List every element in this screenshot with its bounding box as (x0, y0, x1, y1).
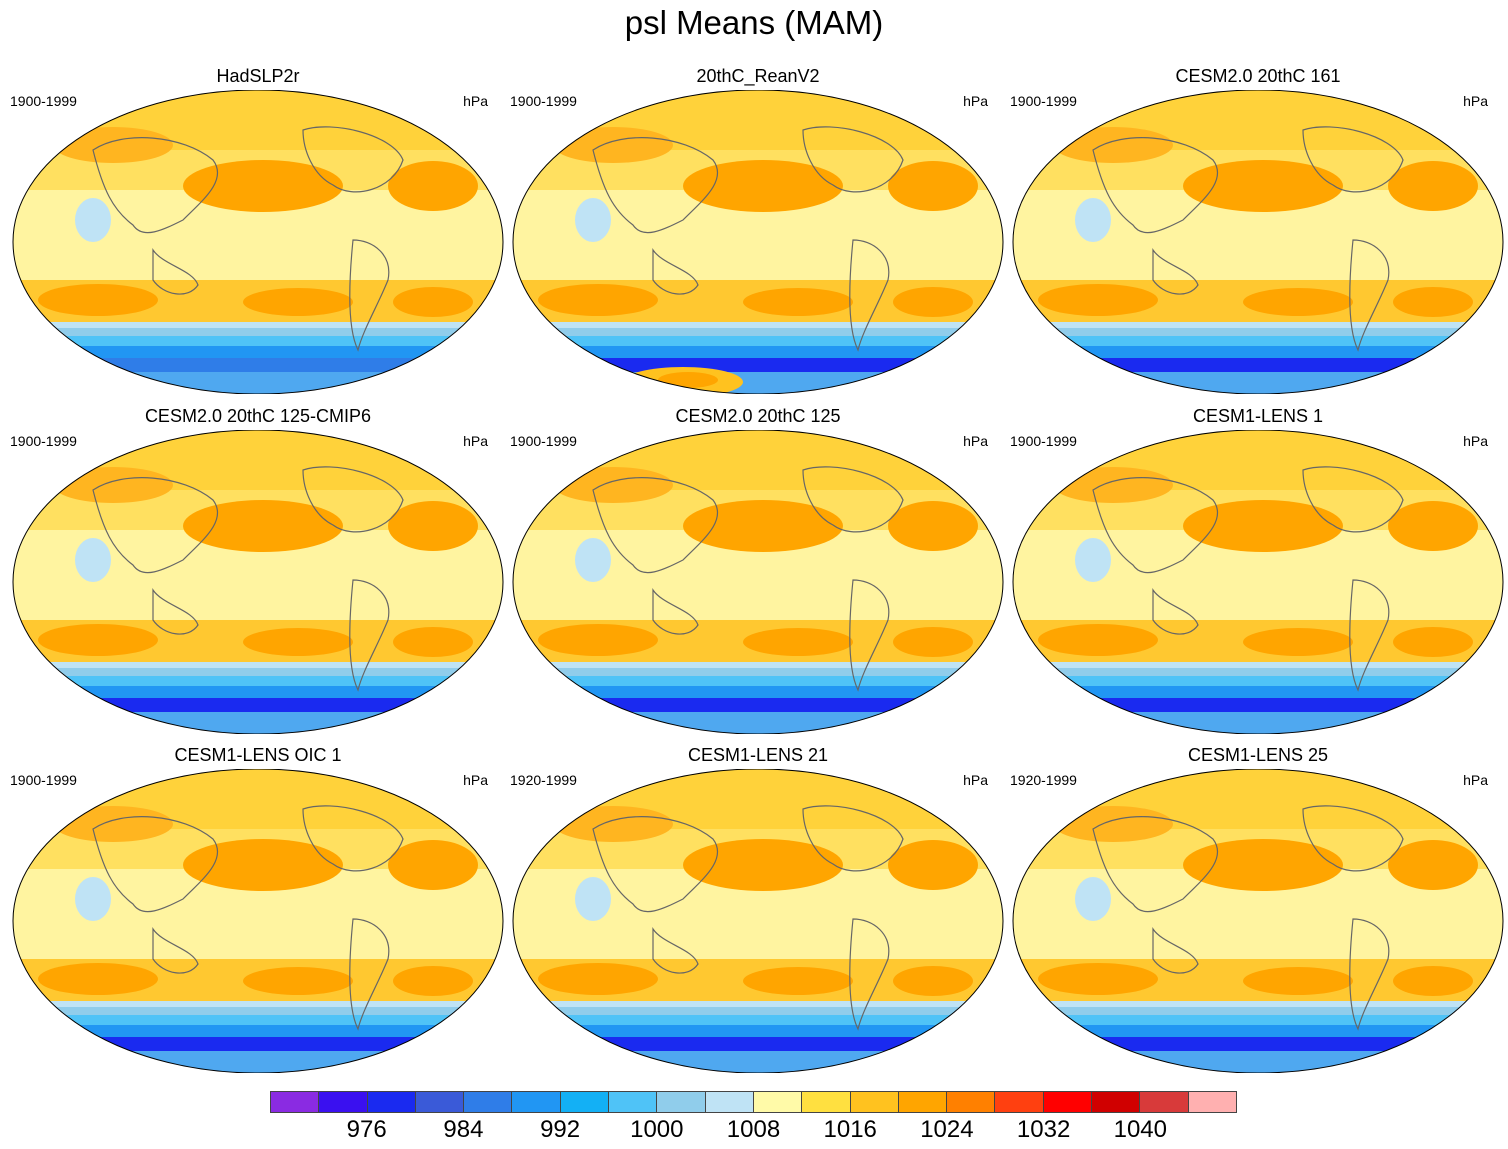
pressure-map (12, 769, 504, 1073)
panel-units: hPa (963, 772, 988, 788)
pressure-map (512, 769, 1004, 1073)
colorbar-swatch (947, 1092, 996, 1112)
panel-units: hPa (1463, 772, 1488, 788)
colorbar-swatch (464, 1092, 513, 1112)
map-panel: CESM1-LENS 21 1920-1999 hPa (508, 745, 1008, 1075)
colorbar (270, 1091, 1237, 1113)
panel-title: CESM1-LENS 1 (1192, 406, 1324, 426)
colorbar-swatch (753, 1092, 803, 1112)
panel-units: hPa (1463, 93, 1488, 109)
panel-title: HadSLP2r (216, 66, 300, 86)
pressure-map (512, 90, 1004, 394)
colorbar-swatch (609, 1092, 658, 1112)
panel-title: CESM2.0 20thC 125 (675, 406, 841, 426)
map-panel: 20thC_ReanV2 1900-1999 hPa (508, 66, 1008, 396)
colorbar-swatch (512, 1092, 561, 1112)
pressure-map (12, 90, 504, 394)
panel-years: 1920-1999 (510, 772, 577, 788)
colorbar-swatch (319, 1092, 368, 1112)
colorbar-swatch (1043, 1092, 1093, 1112)
panel-title: CESM1-LENS OIC 1 (174, 745, 342, 765)
panel-years: 1900-1999 (10, 433, 77, 449)
panel-units: hPa (1463, 433, 1488, 449)
colorbar-swatch (415, 1092, 465, 1112)
panel-units: hPa (463, 433, 488, 449)
colorbar-tick-label: 1040 (1113, 1116, 1167, 1143)
panel-years: 1900-1999 (510, 433, 577, 449)
colorbar-swatch (898, 1092, 948, 1112)
colorbar-swatch (705, 1092, 754, 1112)
colorbar-swatch (657, 1092, 706, 1112)
colorbar-tick-label: 1024 (920, 1116, 974, 1143)
pressure-map (1012, 430, 1504, 734)
panel-years: 1900-1999 (510, 93, 577, 109)
panel-title: CESM2.0 20thC 161 (1175, 66, 1341, 86)
map-panel: HadSLP2r 1900-1999 hPa (8, 66, 508, 396)
pressure-map (1012, 90, 1504, 394)
colorbar-swatch (850, 1092, 899, 1112)
colorbar-tick-label: 1008 (726, 1116, 781, 1143)
colorbar-swatch (1140, 1092, 1189, 1112)
panel-title: CESM1-LENS 25 (1187, 745, 1329, 765)
colorbar-tick-label: 1000 (630, 1116, 684, 1143)
panel-title: 20thC_ReanV2 (696, 66, 820, 86)
panel-units: hPa (963, 433, 988, 449)
map-panel: CESM2.0 20thC 161 1900-1999 hPa (1008, 66, 1508, 396)
colorbar-tick-label: 1016 (823, 1116, 877, 1143)
panel-years: 1900-1999 (1010, 433, 1077, 449)
panel-years: 1900-1999 (10, 772, 77, 788)
colorbar-labels: 976 984 992 1000 1008 1016 1024 1032 1040 (270, 1116, 1237, 1148)
colorbar-tick-label: 992 (540, 1116, 581, 1143)
colorbar-swatch (560, 1092, 610, 1112)
panel-title: CESM2.0 20thC 125-CMIP6 (144, 406, 372, 426)
colorbar-tick-label: 976 (346, 1116, 387, 1143)
panel-years: 1900-1999 (10, 93, 77, 109)
pressure-map (12, 430, 504, 734)
colorbar-swatch (271, 1092, 320, 1112)
pressure-map (1012, 769, 1504, 1073)
figure-title: psl Means (MAM) (624, 4, 884, 41)
panel-years: 1920-1999 (1010, 772, 1077, 788)
panel-years: 1900-1999 (1010, 93, 1077, 109)
map-panel: CESM1-LENS 25 1920-1999 hPa (1008, 745, 1508, 1075)
pressure-map (512, 430, 1004, 734)
colorbar-swatch (1188, 1092, 1236, 1112)
map-panel: CESM2.0 20thC 125-CMIP6 1900-1999 hPa (8, 406, 508, 736)
colorbar-swatch (1092, 1092, 1141, 1112)
panel-units: hPa (963, 93, 988, 109)
colorbar-tick-label: 1032 (1016, 1116, 1071, 1143)
map-panel: CESM1-LENS OIC 1 1900-1999 hPa (8, 745, 508, 1075)
panel-units: hPa (463, 93, 488, 109)
panel-title: CESM1-LENS 21 (687, 745, 829, 765)
colorbar-swatch (367, 1092, 416, 1112)
map-panel: CESM2.0 20thC 125 1900-1999 hPa (508, 406, 1008, 736)
colorbar-tick-label: 984 (443, 1116, 484, 1143)
colorbar-swatch (802, 1092, 851, 1112)
colorbar-swatch (995, 1092, 1044, 1112)
map-panel: CESM1-LENS 1 1900-1999 hPa (1008, 406, 1508, 736)
panel-units: hPa (463, 772, 488, 788)
